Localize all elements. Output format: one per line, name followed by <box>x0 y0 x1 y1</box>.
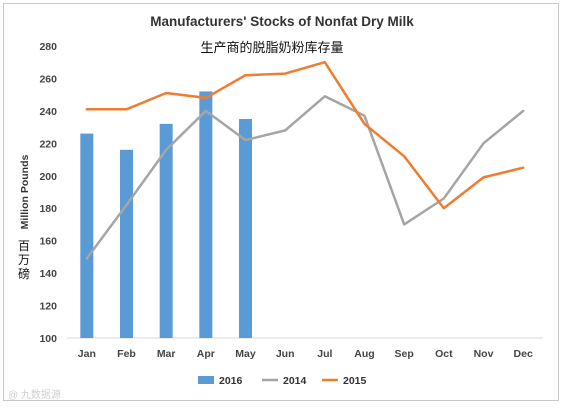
x-tick-label: Apr <box>197 348 215 360</box>
y-axis-label-cn-char: 万 <box>18 253 30 267</box>
y-tick-label: 100 <box>39 333 57 345</box>
x-tick-label: Feb <box>117 348 136 360</box>
y-tick-label: 180 <box>39 203 57 215</box>
bar-2016-jan <box>80 133 94 338</box>
legend-swatch-2016 <box>198 376 214 384</box>
bar-2016-mar <box>159 123 173 338</box>
x-tick-label: Oct <box>435 348 453 360</box>
x-tick-label: Mar <box>157 348 176 360</box>
x-tick-label: Jul <box>317 348 332 360</box>
x-tick-label: Jan <box>78 348 96 360</box>
y-tick-label: 220 <box>39 138 57 150</box>
y-axis-ticks: 100 120 140 160 180 200 220 240 260 280 <box>39 41 57 345</box>
x-tick-label: Nov <box>474 348 494 360</box>
line-series-2014 <box>85 95 525 260</box>
y-axis-label-cn: 百万磅 <box>18 239 30 281</box>
x-axis-ticks: Jan Feb Mar Apr May Jun Jul Aug Sep Oct Nov Dec <box>78 348 533 360</box>
line-series-group <box>85 60 525 260</box>
y-tick-label: 140 <box>39 268 57 280</box>
bar-2016-feb <box>120 149 133 338</box>
bar-2016-may <box>239 119 252 338</box>
legend-label-2015: 2015 <box>343 375 367 387</box>
bar-2016-apr <box>199 91 213 338</box>
chart-title: Manufacturers' Stocks of Nonfat Dry Milk <box>150 14 414 29</box>
y-tick-label: 200 <box>39 171 57 183</box>
watermark: @ 九数据源 <box>8 388 61 401</box>
y-axis-label-cn-text: 百万磅 <box>18 239 30 281</box>
chart-frame <box>3 3 559 401</box>
chart-subtitle: 生产商的脱脂奶粉库存量 <box>200 40 343 55</box>
x-tick-label: Jun <box>276 348 295 360</box>
y-tick-label: 160 <box>39 236 57 248</box>
y-tick-label: 280 <box>39 41 57 53</box>
bar-series-group <box>80 91 252 338</box>
legend-label-2016: 2016 <box>219 375 243 387</box>
x-tick-label: Aug <box>354 348 374 360</box>
line-series-2015 <box>85 60 525 210</box>
legend: 2016 2014 2015 <box>198 375 367 387</box>
x-tick-label: May <box>235 348 256 360</box>
x-tick-label: Sep <box>395 348 414 360</box>
x-tick-label: Dec <box>514 348 533 360</box>
y-tick-label: 240 <box>39 106 57 118</box>
y-axis-label-cn-char: 百 <box>18 239 30 253</box>
legend-label-2014: 2014 <box>283 375 307 387</box>
y-tick-label: 260 <box>39 73 57 85</box>
y-axis-label: Million Pounds <box>19 155 31 230</box>
y-tick-label: 120 <box>39 301 57 313</box>
y-axis-label-cn-char: 磅 <box>18 266 30 281</box>
